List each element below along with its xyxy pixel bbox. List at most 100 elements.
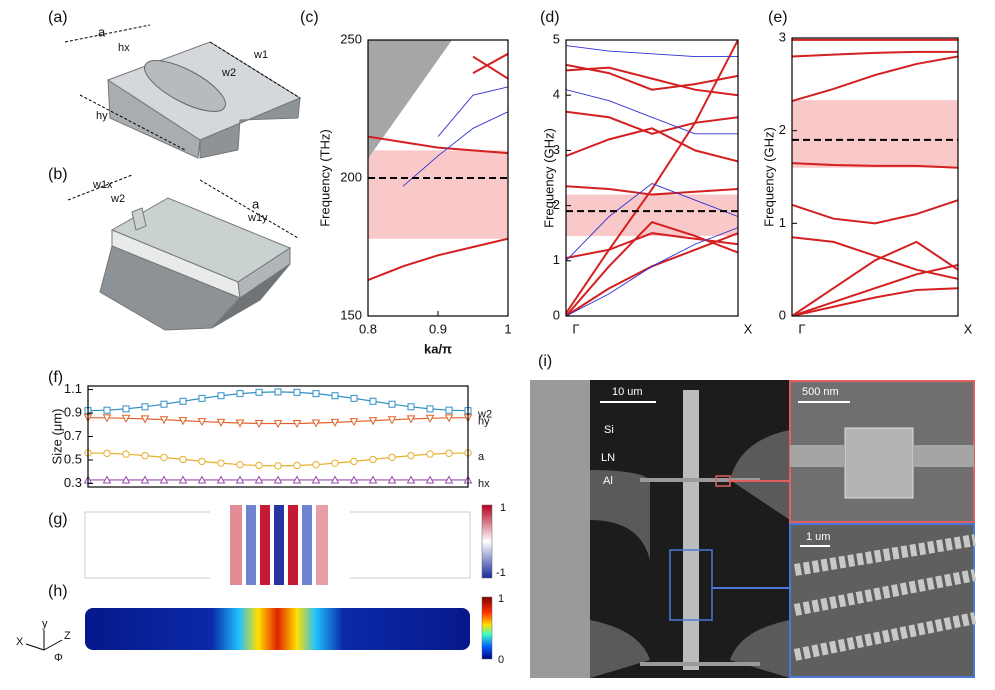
- marker: [368, 417, 378, 426]
- marker: [293, 461, 301, 470]
- marker: [273, 475, 283, 484]
- marker: [312, 460, 320, 469]
- marker: [159, 416, 169, 425]
- panel-label: (f): [48, 369, 63, 386]
- y-axis-label: Frequency (THz): [317, 129, 332, 227]
- marker: [388, 453, 396, 462]
- marker: [425, 414, 435, 423]
- marker: [369, 397, 377, 405]
- series-line: [566, 63, 738, 91]
- marker: [387, 475, 397, 484]
- scale-label: 10 um: [612, 386, 643, 398]
- marker: [103, 406, 111, 414]
- axis-label: X: [16, 636, 24, 648]
- series-line: [437, 86, 508, 137]
- y-tick-label: 0: [779, 307, 786, 322]
- x-tick-label: Γ: [798, 321, 805, 336]
- marker: [350, 394, 358, 402]
- series-line: [472, 52, 508, 74]
- marker: [349, 418, 359, 427]
- marker: [330, 475, 340, 484]
- series-line: [792, 264, 958, 316]
- marker: [122, 405, 130, 413]
- marker: [350, 457, 358, 466]
- x-axis-label: ka/π: [424, 341, 452, 356]
- colorbar-label: 1: [500, 502, 506, 514]
- colorbar-label: 1: [498, 593, 504, 605]
- marker: [235, 419, 245, 428]
- y-tick-label: 0.9: [64, 404, 82, 419]
- y-tick-label: 5: [553, 31, 560, 46]
- marker: [445, 406, 453, 414]
- series-line: [566, 89, 738, 135]
- dim-label: a: [98, 24, 106, 39]
- axis-label: Z: [64, 630, 71, 642]
- marker: [293, 388, 301, 396]
- marker: [179, 397, 187, 405]
- marker: [141, 403, 149, 411]
- series-line: [402, 111, 508, 187]
- y-tick-label: 1: [553, 252, 560, 267]
- material-label: LN: [601, 452, 615, 464]
- mode-profile: 1 0 X y Z Φ: [16, 593, 504, 666]
- series-line: [566, 185, 738, 196]
- marker: [121, 414, 131, 423]
- panel-label: (d): [540, 9, 560, 26]
- y-tick-label: 250: [340, 31, 362, 46]
- marker: [426, 405, 434, 413]
- dim-label: w1x: [92, 179, 113, 191]
- marker: [198, 457, 206, 466]
- marker: [330, 418, 340, 427]
- y-tick-label: 200: [340, 169, 362, 184]
- series-line: [792, 55, 958, 102]
- y-axis-label: Frequency (GHz): [761, 127, 776, 227]
- series-line: [566, 127, 738, 163]
- y-tick-label: 3: [779, 29, 786, 44]
- y-tick-label: 3: [553, 142, 560, 157]
- series-line: [566, 110, 738, 135]
- y-axis-label: Frequency (GHz): [541, 128, 556, 228]
- marker: [311, 475, 321, 484]
- colorbar-label: -1: [496, 567, 506, 579]
- legend-label: hy: [478, 416, 490, 428]
- material-label: Si: [604, 424, 614, 436]
- panel-label: (h): [48, 583, 68, 600]
- y-tick-label: 150: [340, 307, 362, 322]
- dim-label: w2: [221, 67, 236, 79]
- series-line: [566, 227, 738, 316]
- marker: [369, 455, 377, 464]
- plot-frame: [791, 37, 959, 317]
- series-line: [792, 287, 958, 316]
- y-tick-label: 0: [553, 307, 560, 322]
- marker: [368, 475, 378, 484]
- axis-label: y: [42, 618, 48, 630]
- marker: [255, 461, 263, 470]
- panel-label: (g): [48, 511, 68, 528]
- marker: [140, 415, 150, 424]
- series-line: [368, 237, 508, 282]
- plot-frame: [565, 39, 739, 317]
- panel-label: (e): [768, 9, 788, 26]
- marker: [102, 475, 112, 484]
- marker: [140, 475, 150, 484]
- marker: [255, 388, 263, 396]
- series-line: [792, 240, 958, 316]
- marker: [444, 475, 454, 484]
- marker: [331, 459, 339, 467]
- scale-label: 1 um: [806, 531, 830, 543]
- series-line: [566, 221, 738, 316]
- marker: [216, 418, 226, 427]
- y-tick-label: 1.1: [64, 381, 82, 396]
- panel-label: (a): [48, 9, 68, 26]
- marker: [406, 415, 416, 424]
- dim-label: w1: [253, 49, 268, 61]
- marker: [102, 414, 112, 423]
- y-axis-label: Size (μm): [49, 409, 64, 465]
- dim-label: w1y: [247, 212, 268, 224]
- x-tick-label: Γ: [572, 321, 579, 336]
- marker: [197, 418, 207, 427]
- marker: [217, 392, 225, 400]
- marker: [254, 475, 264, 484]
- marker: [254, 419, 264, 429]
- marker: [236, 390, 244, 398]
